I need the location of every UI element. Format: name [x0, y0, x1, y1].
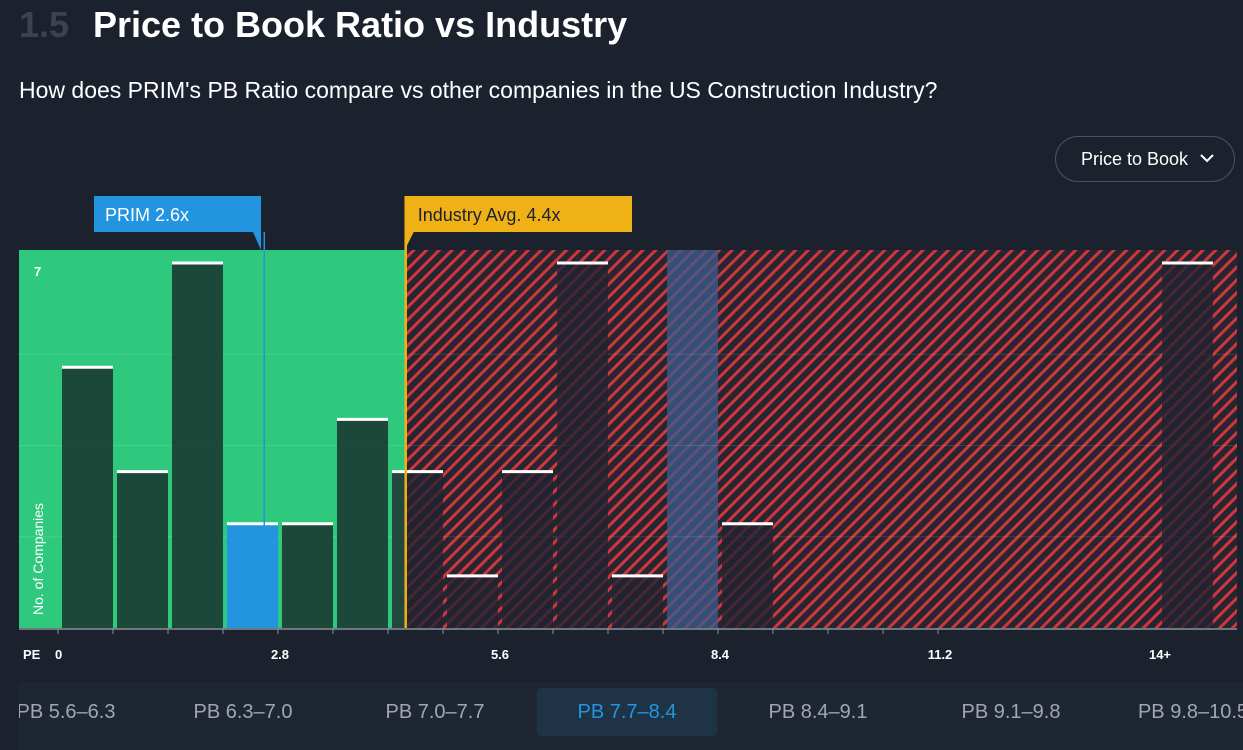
tab-pb-range[interactable]: PB 5.6–6.3	[19, 700, 116, 723]
histogram-bar[interactable]	[62, 367, 113, 628]
industry-marker-label: Industry Avg. 4.4x	[418, 205, 561, 225]
page-title: Price to Book Ratio vs Industry	[93, 4, 628, 45]
chevron-down-icon	[1200, 154, 1214, 163]
pb-histogram-chart: PRIM 2.6x Industry Avg. 4.4x 7 No. of Comp…	[19, 196, 1237, 662]
tab-pb-range[interactable]: PB 9.1–9.8	[961, 700, 1061, 723]
metric-dropdown-label: Price to Book	[1081, 148, 1189, 169]
histogram-bar[interactable]	[336, 419, 388, 628]
x-tick-label: 5.6	[491, 647, 509, 662]
histogram-bar[interactable]	[116, 471, 168, 628]
histogram-bar[interactable]	[281, 523, 333, 628]
tab-pb-range[interactable]: PB 9.8–10.5	[1137, 700, 1243, 723]
company-marker-flag	[94, 196, 261, 250]
x-tick-label: 8.4	[711, 647, 730, 662]
histogram-bar[interactable]	[391, 471, 443, 628]
tab-pb-range[interactable]: PB 7.0–7.7	[385, 700, 485, 723]
histogram-bar[interactable]	[171, 263, 223, 628]
x-tick-label: 14+	[1149, 647, 1171, 662]
histogram-bar[interactable]	[501, 471, 553, 628]
tab-pb-range[interactable]: PB 7.7–8.4	[537, 688, 717, 736]
company-marker-label: PRIM 2.6x	[105, 205, 189, 225]
metric-dropdown[interactable]: Price to Book	[1055, 136, 1235, 182]
x-tick-label: 11.2	[928, 647, 953, 662]
histogram-bar[interactable]	[1161, 263, 1213, 628]
histogram-bar[interactable]	[446, 575, 498, 628]
histogram-bar[interactable]	[226, 523, 278, 628]
pb-range-tabs: PB 5.6–6.3 PB 6.3–7.0 PB 7.0–7.7 PB 7.7–8.4…	[19, 682, 1243, 750]
tab-pb-range[interactable]: PB 8.4–9.1	[768, 700, 868, 723]
highlighted-bin-band[interactable]	[666, 250, 718, 628]
section-number: 1.5	[19, 4, 70, 45]
x-tick-label: 2.8	[271, 647, 289, 662]
page-subtitle: How does PRIM's PB Ratio compare vs othe…	[19, 77, 938, 103]
y-axis-max-label: 7	[34, 264, 41, 279]
tab-pb-range[interactable]: PB 6.3–7.0	[193, 700, 293, 723]
histogram-bar[interactable]	[556, 263, 608, 628]
y-axis-title: No. of Companies	[30, 503, 46, 615]
x-tick-label: 0	[55, 647, 62, 662]
industry-marker-flag	[404, 196, 632, 250]
histogram-bar[interactable]	[611, 575, 663, 628]
x-axis-prefix: PE	[23, 647, 41, 662]
histogram-bar[interactable]	[721, 523, 773, 628]
